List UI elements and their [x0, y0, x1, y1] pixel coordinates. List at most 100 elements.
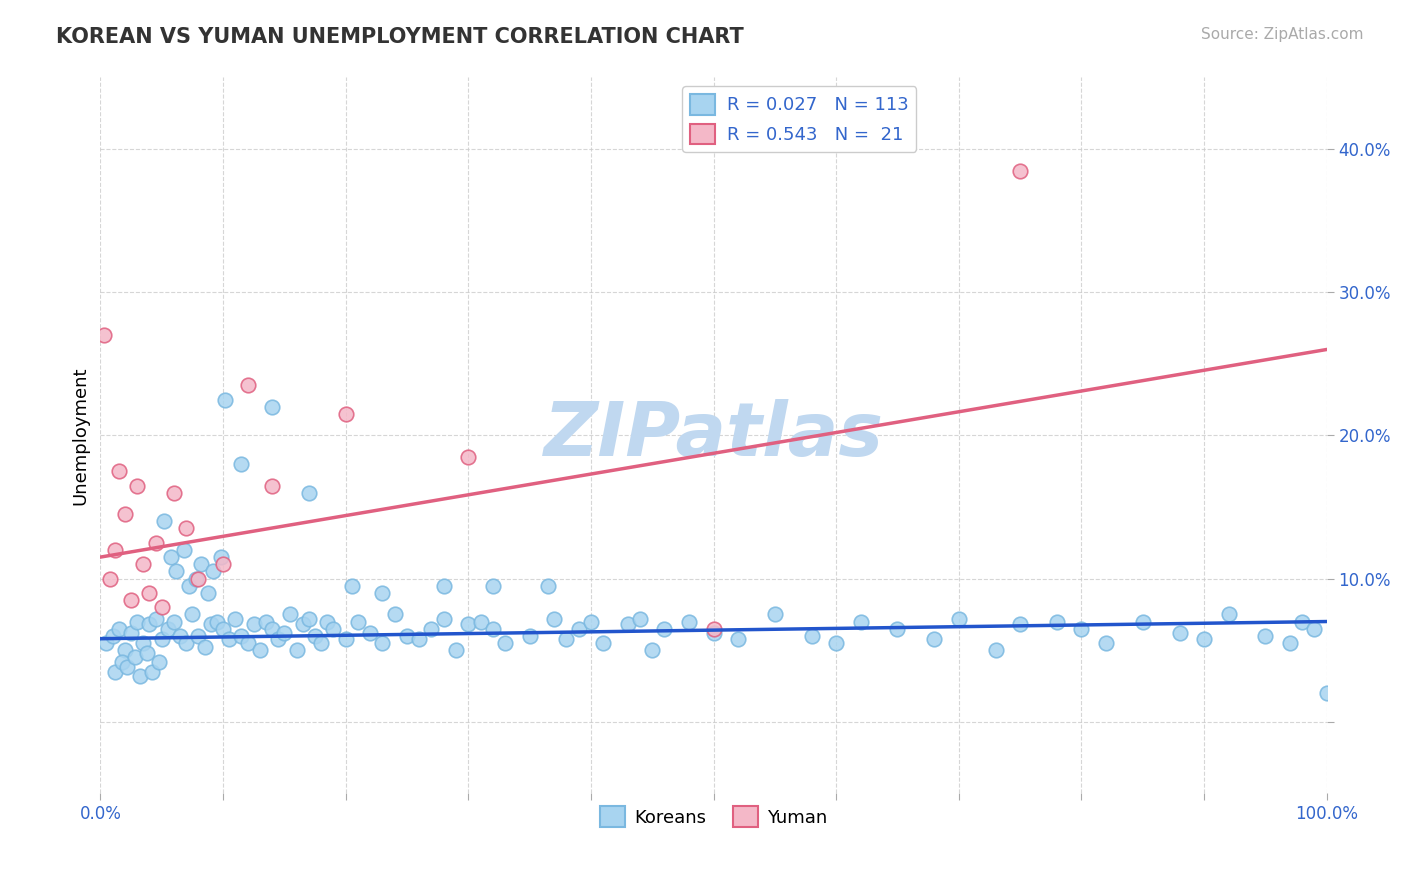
Point [316, 615, 339, 629]
Point [1070, 622, 1092, 636]
Point [200, 617, 222, 632]
Point [555, 632, 578, 646]
Point [1218, 607, 1240, 622]
Point [1254, 629, 1277, 643]
Point [150, 600, 173, 615]
Point [260, 622, 283, 636]
Point [114, 507, 136, 521]
Point [335, 407, 357, 421]
Point [163, 485, 186, 500]
Point [124, 650, 146, 665]
Point [187, 629, 209, 643]
Point [641, 643, 664, 657]
Point [298, 612, 321, 626]
Point [127, 478, 149, 492]
Point [702, 622, 724, 636]
Point [231, 629, 253, 643]
Point [104, 665, 127, 679]
Point [444, 643, 467, 657]
Point [267, 632, 290, 646]
Point [214, 392, 236, 407]
Point [457, 450, 479, 464]
Point [160, 550, 183, 565]
Point [568, 622, 591, 636]
Point [849, 615, 872, 629]
Point [322, 622, 344, 636]
Point [132, 558, 155, 572]
Point [145, 535, 167, 549]
Point [181, 607, 204, 622]
Point [148, 655, 170, 669]
Point [260, 400, 283, 414]
Y-axis label: Unemployment: Unemployment [72, 366, 89, 505]
Point [212, 622, 235, 636]
Point [177, 579, 200, 593]
Text: Source: ZipAtlas.com: Source: ZipAtlas.com [1201, 27, 1364, 42]
Point [1095, 636, 1118, 650]
Point [1010, 617, 1032, 632]
Point [145, 612, 167, 626]
Point [150, 632, 173, 646]
Point [543, 612, 565, 626]
Point [371, 636, 394, 650]
Point [481, 622, 503, 636]
Point [138, 617, 160, 632]
Point [249, 643, 271, 657]
Point [285, 643, 308, 657]
Point [702, 626, 724, 640]
Point [1291, 615, 1313, 629]
Point [481, 579, 503, 593]
Point [218, 632, 240, 646]
Point [136, 646, 159, 660]
Point [494, 636, 516, 650]
Point [1278, 636, 1301, 650]
Point [984, 643, 1007, 657]
Point [107, 464, 129, 478]
Point [169, 629, 191, 643]
Point [173, 543, 195, 558]
Point [174, 521, 197, 535]
Point [156, 622, 179, 636]
Point [141, 665, 163, 679]
Point [628, 612, 651, 626]
Point [470, 615, 492, 629]
Point [433, 612, 456, 626]
Point [197, 586, 219, 600]
Point [408, 632, 430, 646]
Point [127, 615, 149, 629]
Point [202, 565, 225, 579]
Point [616, 617, 638, 632]
Point [165, 565, 187, 579]
Point [420, 622, 443, 636]
Point [242, 617, 264, 632]
Point [1192, 632, 1215, 646]
Point [1316, 686, 1339, 700]
Point [592, 636, 614, 650]
Point [163, 615, 186, 629]
Point [678, 615, 700, 629]
Point [395, 629, 418, 643]
Point [1303, 622, 1326, 636]
Point [273, 626, 295, 640]
Point [825, 636, 848, 650]
Point [184, 572, 207, 586]
Point [236, 378, 259, 392]
Point [340, 579, 363, 593]
Point [254, 615, 277, 629]
Point [117, 660, 139, 674]
Point [187, 572, 209, 586]
Point [120, 626, 142, 640]
Point [579, 615, 602, 629]
Point [654, 622, 676, 636]
Point [114, 643, 136, 657]
Point [120, 593, 142, 607]
Point [304, 629, 326, 643]
Point [371, 586, 394, 600]
Point [948, 612, 970, 626]
Point [727, 632, 749, 646]
Point [519, 629, 541, 643]
Point [1010, 163, 1032, 178]
Point [111, 655, 134, 669]
Text: KOREAN VS YUMAN UNEMPLOYMENT CORRELATION CHART: KOREAN VS YUMAN UNEMPLOYMENT CORRELATION… [56, 27, 744, 46]
Point [298, 485, 321, 500]
